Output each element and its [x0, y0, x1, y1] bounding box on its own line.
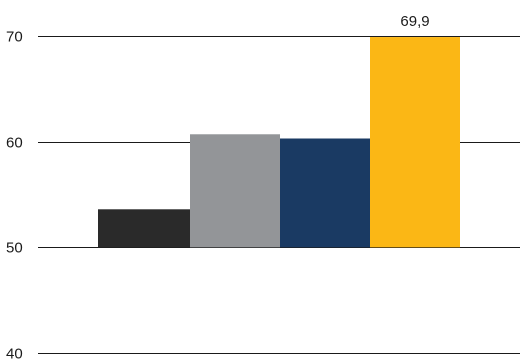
bar-3 [370, 37, 460, 248]
bar-1 [190, 134, 280, 248]
y-axis-tick-labels: 40 50 60 70 [6, 29, 23, 363]
bar-2 [280, 138, 370, 248]
data-label-3: 69,9 [400, 13, 429, 30]
bars [98, 37, 460, 248]
y-tick-label-2: 60 [6, 135, 23, 152]
data-labels: 69,9 [400, 13, 429, 30]
y-tick-label-0: 40 [6, 346, 23, 363]
bar-0 [98, 209, 190, 248]
y-tick-label-1: 50 [6, 240, 23, 257]
y-tick-label-3: 70 [6, 29, 23, 46]
